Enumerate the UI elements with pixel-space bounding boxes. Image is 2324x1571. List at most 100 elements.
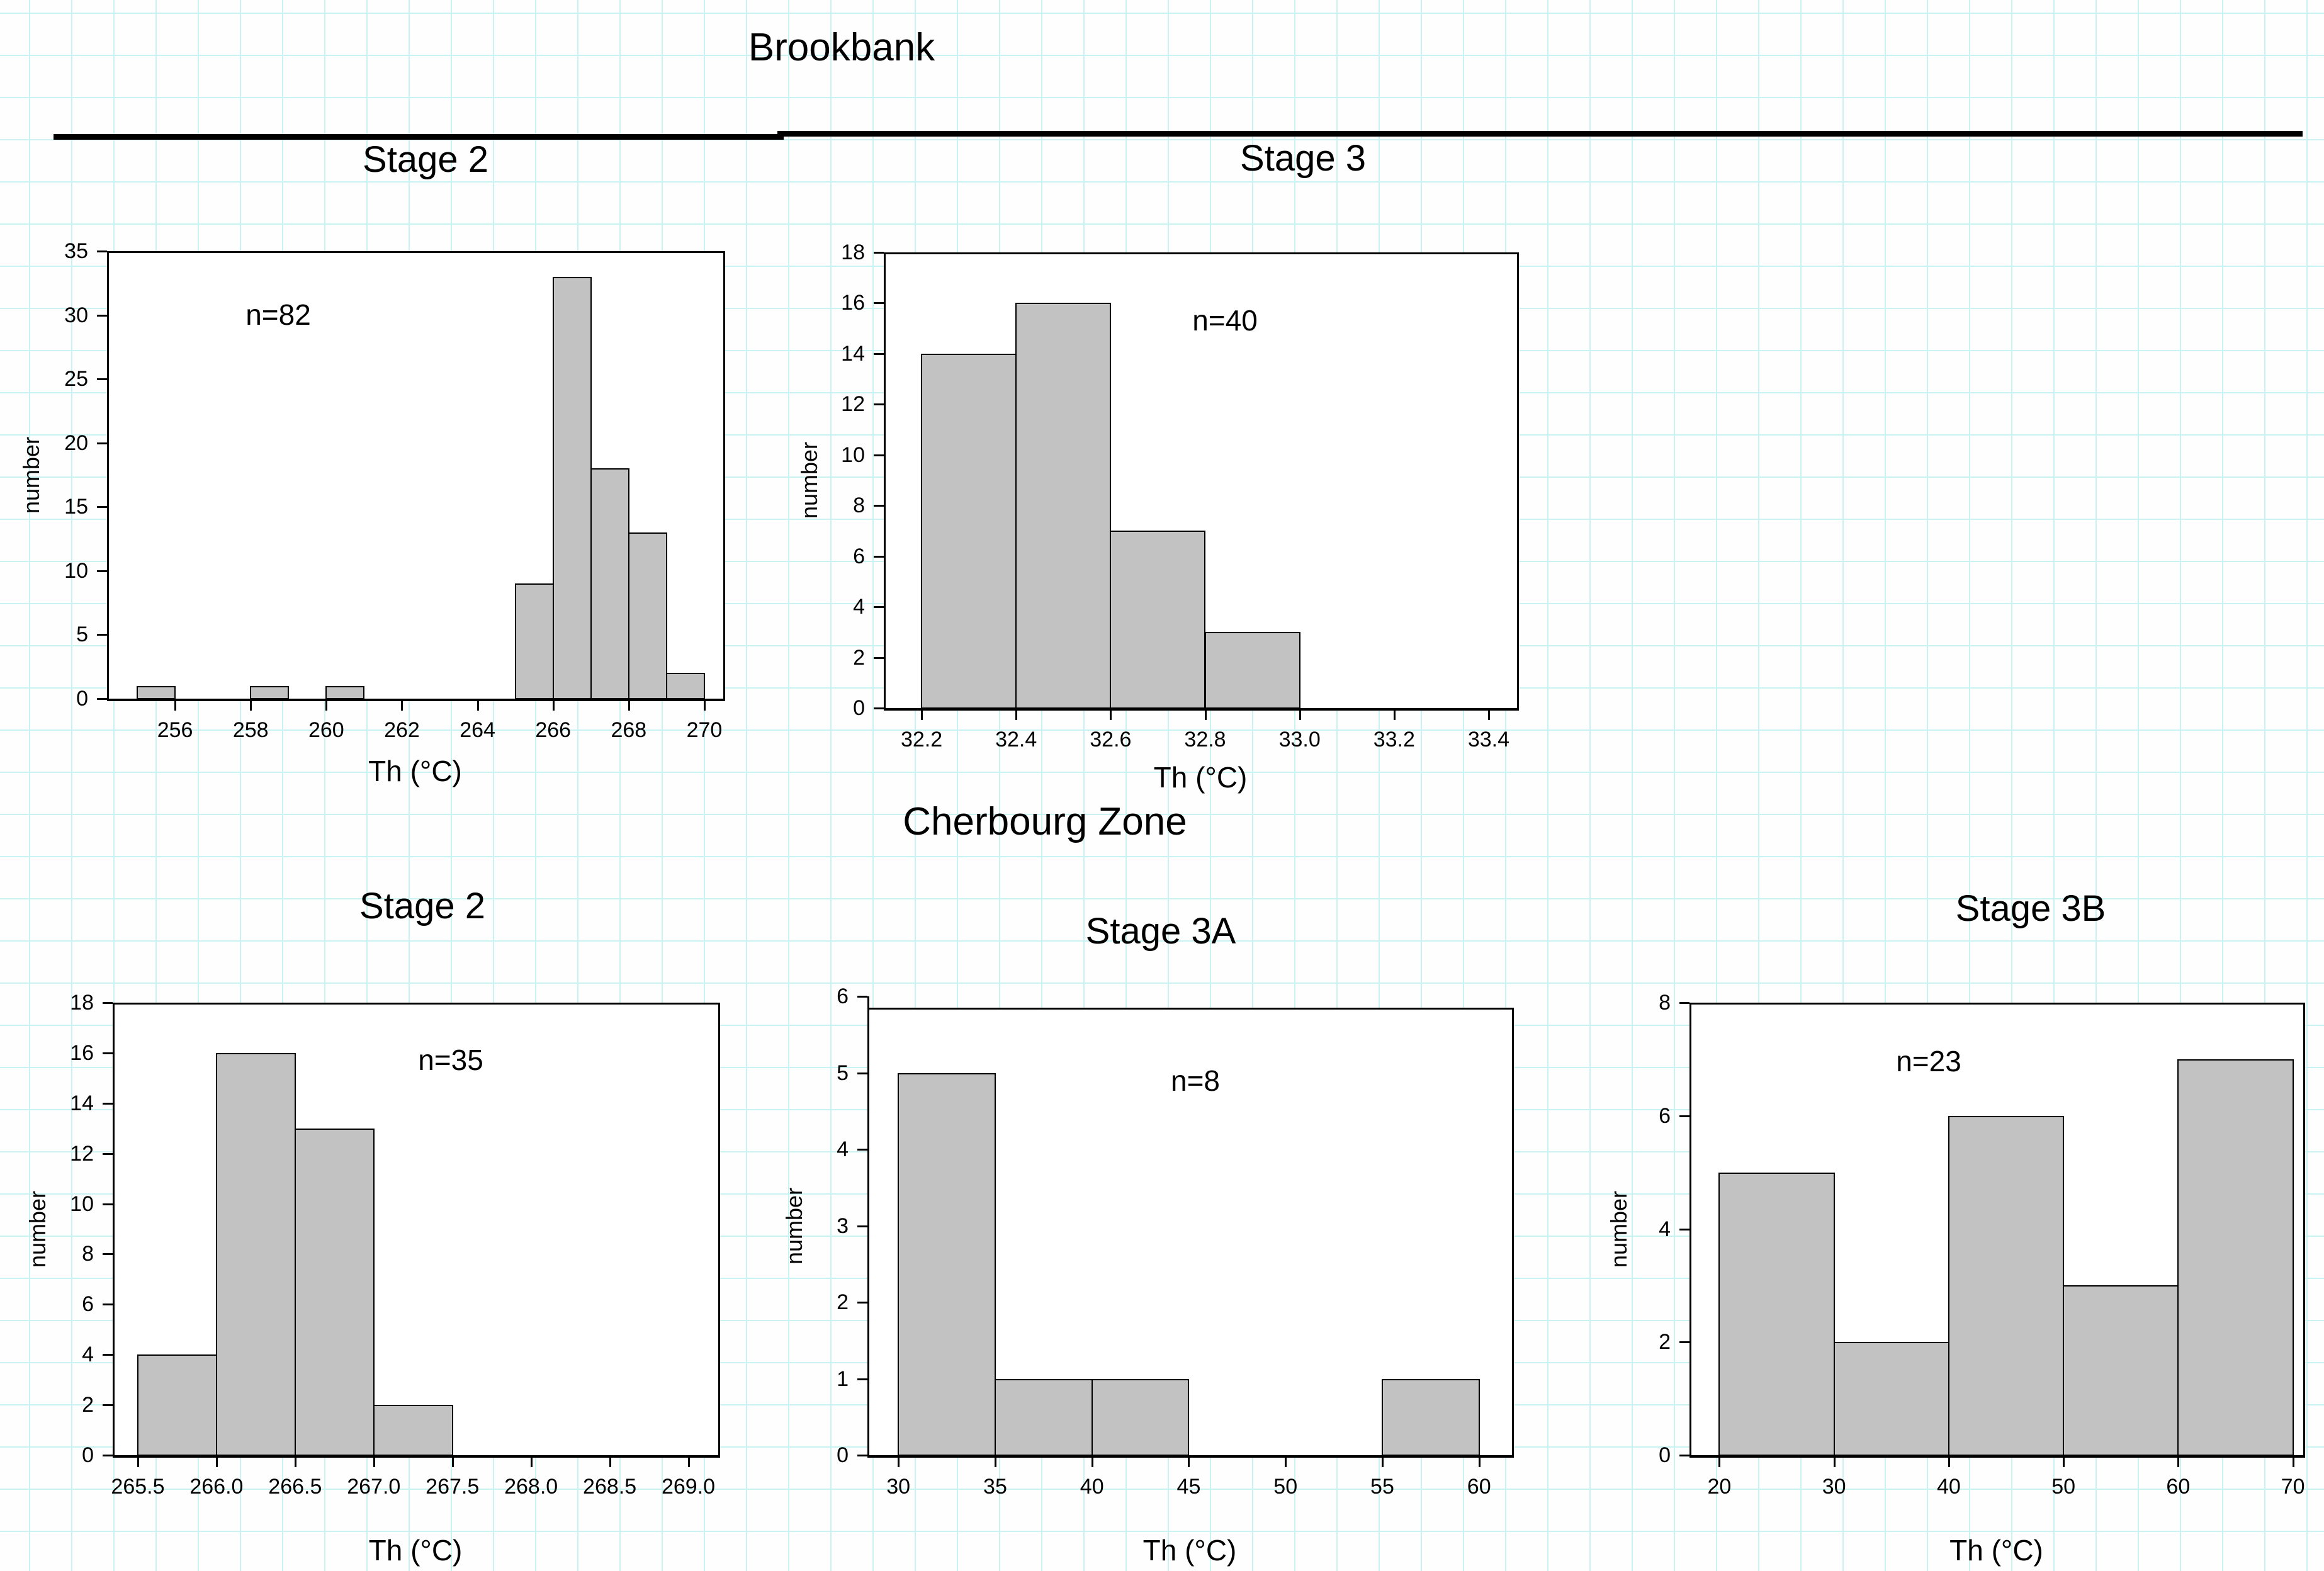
y-tick-label: 6 (853, 544, 865, 568)
y-tick-mark (1679, 1228, 1689, 1230)
y-tick-label: 30 (64, 303, 88, 327)
plot-frame-bottom (884, 708, 1519, 711)
histogram-bar (514, 583, 554, 699)
y-tick-label: 16 (70, 1040, 94, 1065)
y-tick-label: 6 (837, 984, 849, 1008)
x-tick-mark (1285, 1457, 1287, 1467)
chart-title: Stage 3B (1955, 888, 2106, 929)
plot-frame-bottom (107, 699, 725, 701)
y-tick-mark (97, 314, 107, 317)
x-tick-label: 70 (2281, 1475, 2305, 1499)
y-tick-mark (1679, 1455, 1689, 1456)
sample-count-label: n=8 (1170, 1064, 1221, 1097)
y-tick-label: 12 (70, 1141, 94, 1166)
x-tick-mark (250, 701, 252, 711)
x-tick-mark (137, 1457, 139, 1467)
y-tick-mark (97, 634, 107, 636)
y-tick-mark (874, 555, 884, 558)
x-tick-mark (1478, 1457, 1481, 1467)
y-tick-mark (857, 1378, 867, 1380)
y-tick-mark (874, 606, 884, 609)
y-tick-mark (874, 352, 884, 355)
page-title-brookbank: Brookbank (748, 26, 935, 69)
y-tick-label: 4 (82, 1343, 94, 1367)
y-tick-label: 10 (841, 442, 865, 467)
y-tick-label: 20 (64, 431, 88, 455)
y-tick-mark (97, 570, 107, 572)
y-tick-label: 14 (841, 341, 865, 366)
y-tick-mark (103, 1203, 113, 1205)
histogram-bar (294, 1128, 375, 1456)
x-tick-mark (1015, 710, 1018, 720)
y-tick-label: 0 (853, 696, 865, 720)
y-tick-mark (103, 1404, 113, 1407)
x-tick-label: 266.0 (189, 1475, 244, 1499)
page-title-cherbourg: Cherbourg Zone (903, 800, 1187, 843)
x-tick-mark (687, 1457, 690, 1467)
x-tick-mark (2063, 1457, 2065, 1467)
histogram-bar (250, 685, 290, 699)
x-tick-label: 268.5 (583, 1475, 637, 1499)
x-tick-label: 30 (1822, 1475, 1846, 1499)
x-tick-mark (1204, 710, 1207, 720)
y-tick-label: 8 (853, 493, 865, 518)
x-tick-label: 60 (1467, 1475, 1491, 1499)
y-tick-label: 6 (1659, 1103, 1671, 1128)
x-tick-mark (921, 710, 923, 720)
sample-count-label: n=82 (245, 298, 311, 331)
y-tick-mark (1679, 1115, 1689, 1117)
y-tick-mark (874, 454, 884, 456)
x-tick-label: 256 (157, 718, 193, 742)
x-tick-label: 50 (2051, 1475, 2076, 1499)
x-tick-mark (1110, 710, 1112, 720)
plot-frame-left (113, 1003, 115, 1457)
y-tick-label: 10 (64, 558, 88, 583)
y-tick-mark (857, 1149, 867, 1151)
y-tick-mark (874, 403, 884, 406)
x-tick-label: 266.5 (268, 1475, 322, 1499)
histogram-bar (2063, 1285, 2179, 1456)
x-tick-label: 20 (1707, 1475, 1732, 1499)
histogram-bar (325, 685, 365, 699)
x-tick-label: 258 (232, 718, 269, 742)
y-tick-label: 4 (1659, 1217, 1671, 1241)
y-tick-mark (103, 1102, 113, 1105)
x-tick-mark (552, 701, 555, 711)
histogram-bar (665, 673, 705, 699)
y-tick-label: 15 (64, 495, 88, 519)
y-tick-label: 2 (853, 645, 865, 670)
x-tick-label: 260 (308, 718, 344, 742)
y-tick-mark (857, 1455, 867, 1456)
x-tick-mark (174, 701, 177, 711)
y-tick-mark (103, 1152, 113, 1155)
histogram-bar (137, 1354, 217, 1456)
x-tick-label: 267.0 (347, 1475, 401, 1499)
x-axis-title: Th (°C) (368, 755, 462, 787)
y-tick-mark (857, 996, 867, 998)
y-tick-label: 16 (841, 291, 865, 315)
y-tick-mark (857, 1072, 867, 1074)
y-tick-label: 25 (64, 367, 88, 391)
x-tick-mark (1833, 1457, 1836, 1467)
y-tick-mark (103, 1253, 113, 1256)
x-tick-mark (373, 1457, 375, 1467)
x-tick-label: 33.2 (1373, 728, 1415, 752)
x-tick-label: 264 (460, 718, 495, 742)
x-tick-label: 50 (1273, 1475, 1298, 1499)
x-tick-mark (1718, 1457, 1721, 1467)
chart-title: Stage 3 (1240, 138, 1366, 179)
y-tick-mark (874, 252, 884, 254)
x-tick-label: 40 (1080, 1475, 1104, 1499)
x-tick-label: 267.5 (426, 1475, 480, 1499)
histogram-bar (2177, 1059, 2294, 1456)
y-tick-label: 35 (64, 239, 88, 263)
plot-frame-top (884, 252, 1519, 254)
x-tick-label: 40 (1936, 1475, 1961, 1499)
x-tick-label: 269.0 (661, 1475, 716, 1499)
y-tick-mark (97, 506, 107, 509)
x-tick-mark (1188, 1457, 1190, 1467)
histogram-bar (1381, 1378, 1480, 1456)
